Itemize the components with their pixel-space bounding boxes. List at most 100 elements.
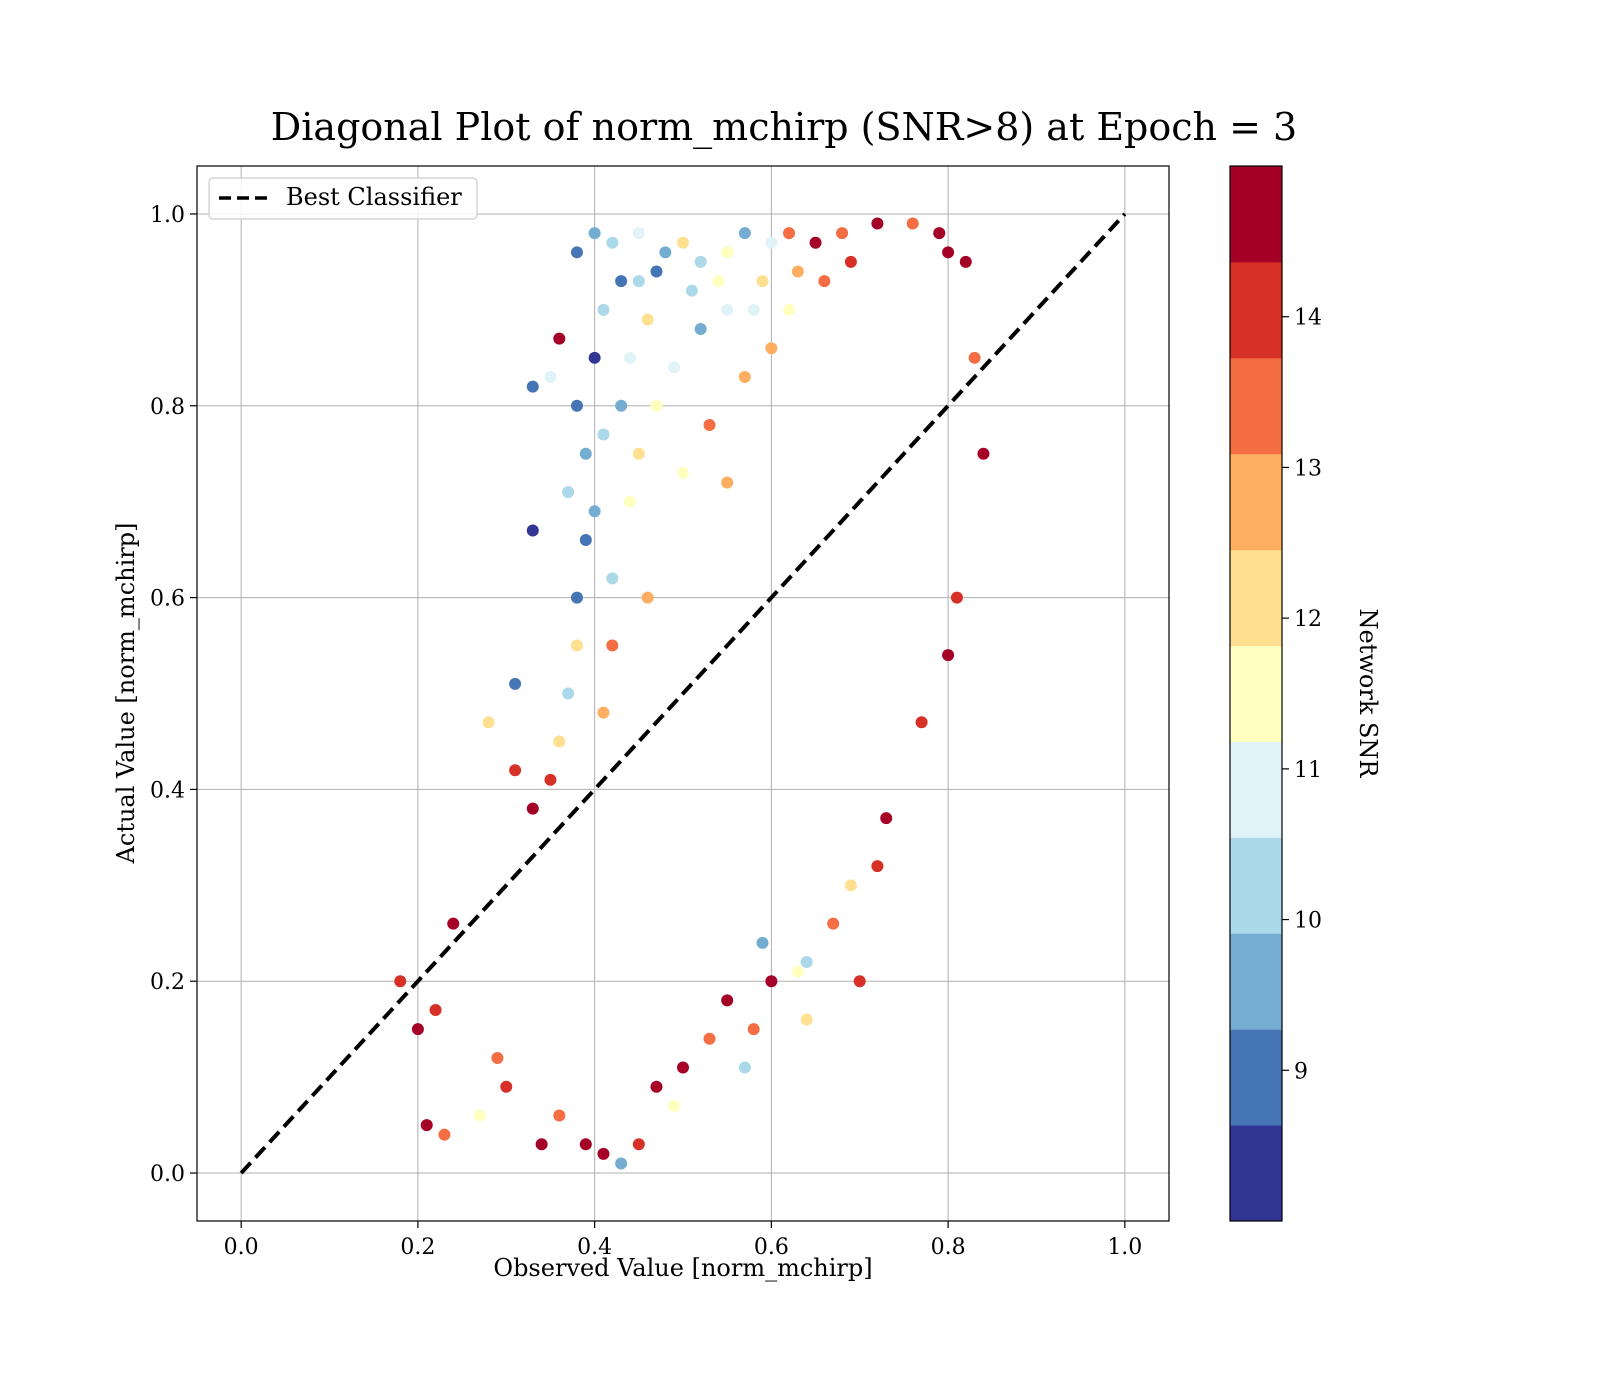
scatter-point	[950, 591, 963, 604]
x-tick-label: 0.0	[224, 1235, 259, 1260]
scatter-point	[606, 572, 619, 585]
scatter-point	[677, 466, 689, 479]
colorbar-tick-label: 9	[1294, 1059, 1308, 1084]
scatter-point	[641, 313, 654, 326]
colorbar-segment	[1230, 357, 1282, 455]
legend-box	[208, 177, 478, 220]
scatter-point	[579, 1138, 592, 1151]
colorbar-tick-label: 10	[1294, 909, 1322, 934]
scatter-point	[579, 534, 592, 547]
colorbar-segment	[1230, 741, 1282, 838]
scatter-point	[677, 1061, 689, 1074]
colorbar-segment	[1230, 1125, 1282, 1222]
scatter-point	[694, 255, 707, 268]
y-tick-label: 0.4	[150, 778, 185, 803]
scatter-point	[721, 246, 734, 259]
scatter-point	[473, 1109, 486, 1122]
scatter-point	[765, 975, 778, 988]
scatter-point	[685, 284, 698, 297]
scatter-point	[809, 236, 822, 249]
scatter-point	[871, 860, 884, 873]
y-tick-label: 1.0	[150, 203, 185, 228]
scatter-point	[606, 236, 619, 249]
y-tick-label: 0.6	[150, 587, 185, 612]
colorbar-segment	[1230, 1029, 1282, 1126]
scatter-point	[933, 227, 946, 240]
scatter-point	[853, 975, 866, 988]
scatter-point	[791, 265, 804, 278]
x-tick-label: 0.4	[577, 1235, 612, 1260]
scatter-point	[597, 706, 610, 719]
scatter-point	[844, 879, 857, 892]
scatter-point	[721, 476, 734, 489]
scatter-point	[562, 687, 575, 700]
scatter-point	[915, 716, 928, 729]
scatter-point	[500, 1080, 513, 1093]
scatter-point	[721, 994, 734, 1007]
scatter-point	[791, 965, 804, 978]
colorbar-segment	[1230, 933, 1282, 1030]
scatter-point	[650, 265, 663, 278]
scatter-point	[588, 505, 601, 518]
colorbar-segment	[1230, 837, 1282, 934]
x-axis-label: Observed Value [norm_mchirp]	[493, 1254, 872, 1282]
scatter-point	[800, 956, 813, 969]
scatter-point	[632, 447, 645, 460]
scatter-point	[650, 1080, 663, 1093]
scatter-point	[597, 303, 610, 316]
scatter-points	[394, 217, 990, 1170]
scatter-point	[597, 1147, 610, 1160]
y-axis-ticks: 0.0 0.2 0.4 0.6 0.8 1.0	[150, 203, 197, 1187]
scatter-point	[526, 380, 539, 393]
scatter-point	[570, 246, 583, 259]
scatter-point	[871, 217, 884, 230]
scatter-point	[588, 351, 601, 364]
scatter-point	[606, 639, 619, 652]
scatter-point	[438, 1128, 451, 1141]
scatter-point	[906, 217, 919, 230]
scatter-point	[623, 351, 636, 364]
scatter-point	[632, 227, 645, 240]
colorbar: 9 10 11 12 13 14	[1229, 165, 1322, 1222]
scatter-point	[632, 275, 645, 288]
scatter-point	[597, 428, 610, 441]
scatter-point	[641, 591, 654, 604]
x-tick-label: 0.8	[931, 1235, 966, 1260]
scatter-point	[570, 591, 583, 604]
scatter-point	[765, 342, 778, 355]
scatter-point	[553, 1109, 566, 1122]
scatter-point	[509, 764, 522, 777]
scatter-point	[703, 1032, 716, 1045]
y-axis-label: Actual Value [norm_mchirp]	[112, 523, 140, 865]
scatter-point	[721, 303, 734, 316]
scatter-point	[526, 802, 539, 815]
y-tick-label: 0.8	[150, 395, 185, 420]
scatter-point	[738, 371, 751, 383]
scatter-point	[836, 227, 849, 240]
scatter-point	[959, 255, 972, 268]
scatter-point	[482, 716, 495, 729]
scatter-point	[800, 1013, 813, 1026]
scatter-point	[712, 275, 725, 288]
scatter-point	[827, 917, 840, 930]
scatter-point	[544, 371, 557, 383]
scatter-point	[588, 227, 601, 240]
scatter-point	[562, 486, 575, 499]
scatter-point	[738, 227, 751, 240]
x-tick-label: 0.2	[400, 1235, 435, 1260]
colorbar-tick-label: 13	[1294, 456, 1322, 481]
chart-title: Diagonal Plot of norm_mchirp (SNR>8) at …	[271, 105, 1297, 150]
scatter-point	[668, 361, 681, 374]
scatter-point	[411, 1023, 424, 1036]
scatter-point	[659, 246, 672, 259]
y-tick-label: 0.0	[150, 1162, 185, 1187]
scatter-point	[553, 735, 566, 748]
scatter-point	[615, 399, 628, 412]
colorbar-label: Network SNR	[1354, 609, 1382, 779]
colorbar-segment	[1230, 645, 1282, 742]
scatter-point	[570, 639, 583, 652]
scatter-point	[844, 255, 857, 268]
scatter-point	[394, 975, 407, 988]
best-classifier-line	[239, 212, 1127, 1175]
scatter-point	[447, 917, 460, 930]
